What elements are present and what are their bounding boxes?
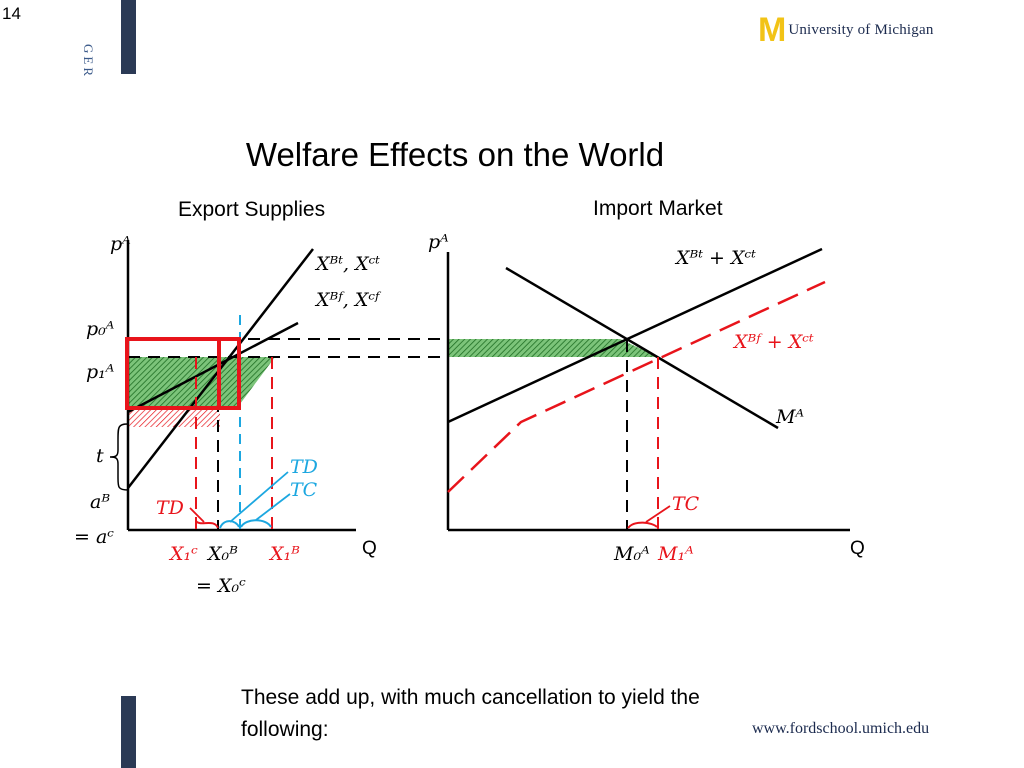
x0b-label: X₀ᴮ <box>206 543 238 565</box>
t-brace <box>110 424 128 490</box>
demand-label: Mᴬ <box>775 406 804 428</box>
x1c-label: X₁ᶜ <box>168 543 198 565</box>
m0-label: M₀ᴬ <box>613 543 650 565</box>
tc-bracket-red <box>628 523 657 528</box>
p1-label: p₁ᴬ <box>86 361 115 383</box>
ab-label: aᴮ <box>90 491 110 513</box>
left-x-axis-label: Q <box>362 538 377 559</box>
x1b-label: X₁ᴮ <box>268 543 300 565</box>
supply-free-label: Xᴮᶠ, Xᶜᶠ <box>314 289 382 311</box>
tc-bracket-blue <box>241 520 271 527</box>
m1-label: M₁ᴬ <box>657 543 694 565</box>
supply-sum-free-label: Xᴮᶠ + Xᶜᵗ <box>732 331 814 353</box>
td-bracket-red <box>196 521 218 528</box>
t-label: t <box>96 445 104 467</box>
supply-sum-tariff-label: Xᴮᵗ + Xᶜᵗ <box>674 247 756 269</box>
sidebar-bar-bottom <box>121 696 136 768</box>
ac-label: = aᶜ <box>74 526 114 548</box>
td-bracket-blue <box>220 521 239 528</box>
footer-url[interactable]: www.fordschool.umich.edu <box>752 720 929 738</box>
supply-sum-free-line <box>448 282 825 492</box>
x0c-label: = X₀ᶜ <box>196 575 246 597</box>
p0-label: p₀ᴬ <box>86 318 115 340</box>
right-y-axis-label: pᴬ <box>428 231 449 253</box>
td-label-red: TD <box>156 497 184 519</box>
summary-text: These add up, with much cancellation to … <box>241 682 741 746</box>
tc-label-red: TC <box>672 493 700 515</box>
left-red-area <box>128 408 220 427</box>
right-x-axis-label: Q <box>850 538 865 559</box>
td-pointer-blue <box>230 472 288 522</box>
left-y-axis-label: pᴬ <box>110 233 131 255</box>
tc-label-blue: TC <box>290 479 318 501</box>
td-label-blue: TD <box>290 456 318 478</box>
welfare-diagram: pᴬ p₀ᴬ p₁ᴬ t aᴮ = aᶜ Xᴮᵗ, Xᶜᵗ Xᴮᶠ, Xᶜᶠ T… <box>0 0 1024 768</box>
supply-tariff-label: Xᴮᵗ, Xᶜᵗ <box>314 253 380 275</box>
